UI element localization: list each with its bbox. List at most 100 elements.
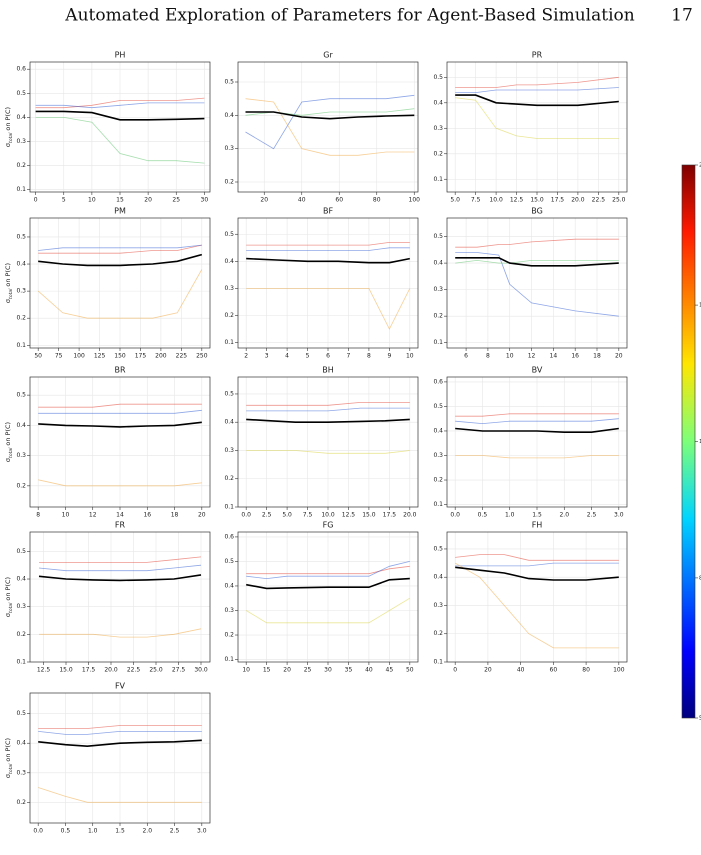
ice-line <box>455 418 619 425</box>
x-tick-label: 14 <box>550 353 558 360</box>
ice-line <box>246 565 410 575</box>
plot-frame <box>237 61 419 193</box>
y-axis-label: σtotalon P(C) <box>4 263 14 303</box>
ice-line <box>246 402 410 406</box>
y-axis-label-part: σ <box>4 774 12 778</box>
mean-line <box>455 257 619 267</box>
x-tick-label: 17.5 <box>383 512 397 519</box>
y-tick-label: 0.2 <box>16 799 26 806</box>
y-tick-label: 0.3 <box>433 452 443 459</box>
x-tick-label: 50 <box>34 353 42 360</box>
ice-line <box>38 244 202 251</box>
page-title: Automated Exploration of Parameters for … <box>64 6 634 26</box>
x-tick-label: 20 <box>615 353 623 360</box>
x-tick-label: 25 <box>172 197 180 204</box>
panel-title: BV <box>532 366 543 375</box>
ice-line <box>38 731 202 735</box>
y-axis-label-part: total <box>8 288 14 299</box>
x-tick-label: 2.0 <box>142 828 152 835</box>
x-tick-label: 16 <box>143 512 151 519</box>
ice-line <box>38 725 202 729</box>
y-tick-label: 0.4 <box>16 261 26 268</box>
y-tick-label: 0.2 <box>16 315 26 322</box>
ice-line <box>246 561 410 580</box>
panel-title: PM <box>114 207 126 216</box>
panel-title: BR <box>114 366 125 375</box>
x-tick-label: 2 <box>244 353 248 360</box>
x-tick-label: 12 <box>528 353 536 360</box>
y-tick-label: 0.4 <box>433 574 443 581</box>
colorbar-tick-label: 8.8 <box>699 575 701 581</box>
y-tick-label: 0.2 <box>16 162 26 169</box>
x-tick-label: 0.5 <box>61 828 71 835</box>
x-tick-label: 0.0 <box>33 828 43 835</box>
x-tick-label: 5.0 <box>282 512 292 519</box>
plot-frame <box>446 217 628 349</box>
mean-line <box>455 566 619 581</box>
x-tick-label: 0 <box>453 667 457 674</box>
y-tick-label: 0.4 <box>224 258 234 265</box>
x-tick-label: 0 <box>34 197 38 204</box>
x-tick-label: 50 <box>406 667 414 674</box>
x-tick-label: 75 <box>55 353 63 360</box>
ice-line <box>455 238 619 248</box>
x-tick-label: 80 <box>582 667 590 674</box>
x-tick-label: 20.0 <box>403 512 417 519</box>
x-tick-label: 20 <box>260 197 268 204</box>
panel-title: FH <box>532 521 543 530</box>
y-axis-label: σtotalon P(C) <box>4 738 14 778</box>
ice-line <box>455 97 619 139</box>
mean-line <box>246 257 410 264</box>
y-tick-label: 0.3 <box>16 452 26 459</box>
x-tick-label: 2.0 <box>559 512 569 519</box>
x-tick-label: 25 <box>304 667 312 674</box>
y-tick-label: 0.2 <box>16 482 26 489</box>
y-axis-label-part: on P(C) <box>4 107 12 131</box>
y-tick-label: 0.4 <box>433 99 443 106</box>
x-tick-label: 10 <box>88 197 96 204</box>
y-tick-label: 0.6 <box>224 533 234 540</box>
y-tick-label: 0.4 <box>224 112 234 119</box>
ice-line <box>455 554 619 561</box>
x-tick-label: 40 <box>517 667 525 674</box>
y-tick-label: 0.3 <box>16 138 26 145</box>
ice-line <box>246 242 410 246</box>
y-axis-label-part: on P(C) <box>4 577 12 601</box>
plot-area <box>447 218 627 348</box>
ice-line <box>38 564 202 572</box>
y-tick-label: 0.2 <box>433 313 443 320</box>
x-tick-label: 60 <box>335 197 343 204</box>
plot-frame <box>446 61 628 193</box>
x-tick-label: 9 <box>387 353 391 360</box>
x-tick-label: 20 <box>144 197 152 204</box>
x-tick-label: 10 <box>242 667 250 674</box>
x-tick-label: 1.0 <box>88 828 98 835</box>
y-axis-label-part: total <box>8 132 14 143</box>
y-tick-label: 0.5 <box>16 233 26 240</box>
plot-frame <box>237 531 419 663</box>
ice-line <box>245 94 415 150</box>
x-tick-label: 8 <box>36 512 40 519</box>
x-tick-label: 6 <box>464 353 468 360</box>
y-axis-label-part: on P(C) <box>4 738 12 762</box>
y-tick-label: 0.3 <box>224 447 234 454</box>
ice-line <box>246 407 410 412</box>
x-tick-label: 60 <box>550 667 558 674</box>
ice-line <box>246 247 410 251</box>
y-tick-label: 0.2 <box>224 179 234 186</box>
ice-line <box>38 479 202 487</box>
x-tick-label: 16 <box>571 353 579 360</box>
plot-frame <box>237 376 419 508</box>
x-tick-label: 12 <box>89 512 97 519</box>
y-tick-label: 0.3 <box>224 607 234 614</box>
panel-title: FV <box>115 682 126 691</box>
x-tick-label: 1.5 <box>115 828 125 835</box>
x-tick-label: 3.0 <box>197 828 207 835</box>
y-tick-label: 0.5 <box>433 545 443 552</box>
x-tick-label: 27.5 <box>172 667 186 674</box>
panel-title: BF <box>323 207 333 216</box>
y-tick-label: 0.1 <box>433 176 443 183</box>
y-axis-label-part: total <box>8 763 14 774</box>
x-tick-label: 0.0 <box>450 512 460 519</box>
x-tick-label: 20 <box>198 512 206 519</box>
